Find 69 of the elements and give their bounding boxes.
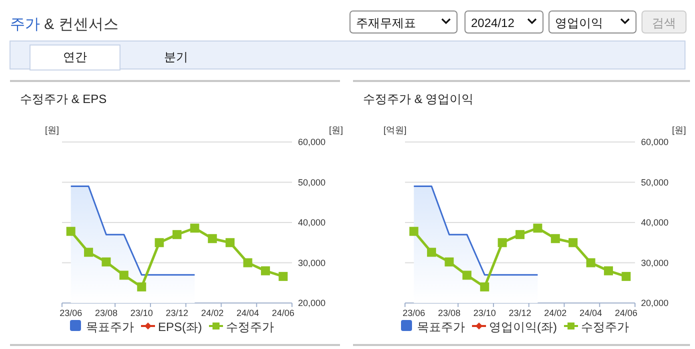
text: 영업이익 [555, 16, 603, 30]
x-tick-label: 23/08 [438, 308, 460, 318]
legend-label: 수정주가 [581, 320, 629, 334]
x-tick-label: 24/06 [272, 308, 294, 318]
point [226, 238, 235, 248]
point [208, 234, 217, 244]
x-tick-label: 24/02 [201, 308, 224, 318]
text: 분기 [164, 50, 188, 64]
x-tick-label: 23/06 [60, 308, 82, 318]
y2-tick-label: 50,000 [641, 177, 669, 188]
y2-tick-label: 40,000 [298, 218, 326, 228]
x-tick-label: 23/10 [473, 308, 496, 318]
text: 연간 [63, 50, 87, 64]
y2-tick-label: 50,000 [298, 177, 326, 188]
x-tick-label: 23/08 [94, 308, 118, 318]
y-axis-title: [억원] [383, 125, 407, 135]
point [516, 230, 524, 240]
x-tick-label: 23/12 [166, 308, 188, 318]
point [66, 226, 76, 236]
point [427, 248, 436, 257]
chart-title: 수정주가 & EPS [20, 92, 107, 106]
y2-axis-title: [원] [672, 125, 686, 135]
point [260, 266, 270, 276]
y2-tick-label: 60,000 [298, 137, 326, 147]
x-tick-label: 23/12 [508, 308, 532, 318]
text: 검색 [652, 16, 676, 30]
y2-tick-label: 20,000 [298, 298, 326, 308]
chart-title: 수정주가 & 영업이익 [363, 92, 474, 106]
point [409, 226, 418, 236]
point [622, 272, 631, 281]
text: 주재무제표 [356, 16, 416, 30]
y2-axis-title: [원] [328, 125, 344, 135]
legend-label: 영업이익(좌) [489, 320, 557, 334]
x-tick-label: 24/02 [544, 308, 567, 318]
point [462, 270, 472, 280]
y2-tick-label: 30,000 [298, 258, 326, 268]
y2-tick-label: 20,000 [641, 298, 669, 308]
x-tick-label: 24/04 [236, 308, 260, 318]
x-tick-label: 24/04 [580, 308, 602, 318]
legend-label: 목표주가 [86, 320, 134, 334]
point [172, 230, 182, 240]
point [498, 238, 507, 248]
y2-tick-label: 30,000 [641, 258, 669, 268]
x-tick-label: 23/10 [130, 308, 153, 318]
point [480, 282, 490, 292]
point [154, 238, 164, 248]
text: 2024/12 [471, 16, 515, 30]
point [84, 248, 94, 257]
point [119, 270, 128, 280]
point [550, 234, 560, 244]
legend-label: EPS(좌) [158, 320, 202, 334]
legend-label: 목표주가 [417, 320, 465, 334]
legend-label: 수정주가 [226, 320, 274, 334]
point [190, 224, 200, 233]
point [137, 282, 146, 292]
x-tick-label: 24/06 [614, 308, 638, 318]
point [243, 258, 252, 268]
point [278, 272, 288, 281]
y-axis-title: [원] [44, 125, 60, 135]
y2-tick-label: 40,000 [641, 218, 669, 228]
point [604, 266, 613, 276]
point [444, 257, 454, 266]
point [586, 258, 596, 268]
point [102, 257, 111, 266]
y2-tick-label: 60,000 [641, 137, 669, 147]
text: 주가 & 컨센서스 [10, 16, 118, 33]
point [568, 238, 578, 248]
x-tick-label: 23/06 [402, 308, 426, 318]
point [533, 224, 542, 233]
